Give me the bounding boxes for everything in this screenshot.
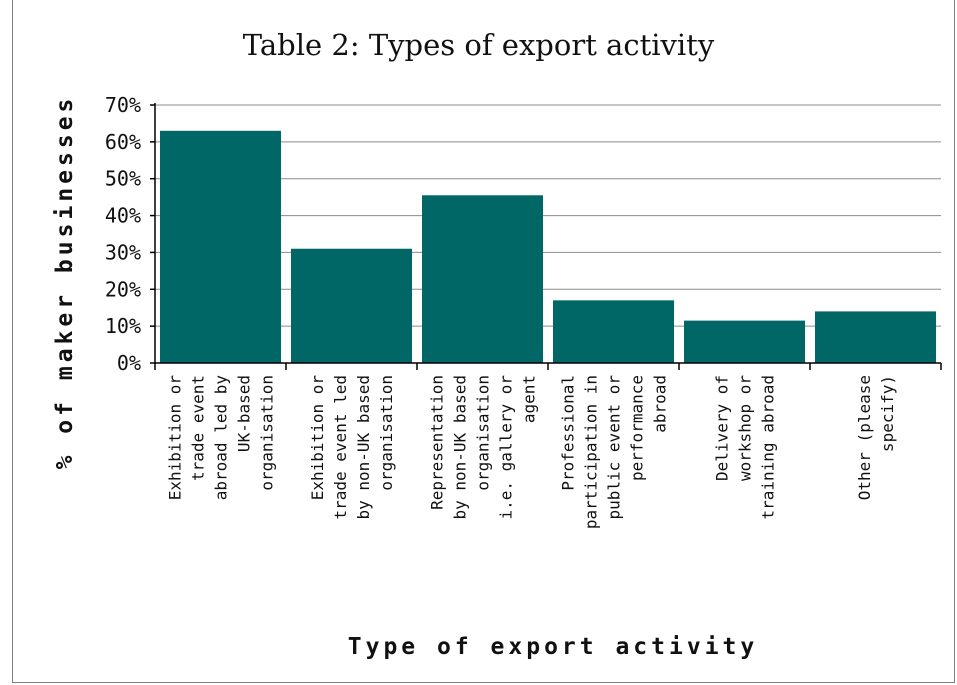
- y-tick-label: 10%: [105, 314, 141, 338]
- category-label-line: organisation: [377, 375, 396, 491]
- category-labels: Exhibition or trade event abroad led by UK-…: [166, 375, 898, 529]
- category-label-line: workshop or: [736, 375, 755, 481]
- category-label-line: training abroad: [759, 375, 778, 520]
- category-label-line: UK-based: [235, 375, 254, 452]
- y-tick-labels: 0% 10% 20% 30% 40% 50% 60% 70%: [105, 93, 141, 375]
- category-label-line: abroad led by: [212, 375, 231, 501]
- category-label-line: i.e. gallery or: [497, 375, 516, 520]
- category-label: Professional participation in public event…: [559, 375, 670, 529]
- category-label-line: trade event: [189, 375, 208, 481]
- y-tick-label: 20%: [105, 277, 141, 301]
- category-label: Delivery of workshop or training abroad: [713, 375, 778, 520]
- category-label-line: agent: [520, 375, 539, 423]
- bar: [160, 130, 281, 363]
- bar: [815, 311, 936, 363]
- category-label-line: abroad: [651, 375, 670, 433]
- y-tick-label: 30%: [105, 240, 141, 264]
- category-label-line: organisation: [474, 375, 493, 491]
- category-label-line: specify): [878, 375, 897, 452]
- category-label-line: Exhibition or: [166, 375, 185, 501]
- category-label-line: Delivery of: [713, 375, 732, 481]
- category-label-line: by non-UK based: [451, 375, 470, 520]
- bar: [553, 300, 674, 363]
- category-label: Other (please specify): [855, 375, 897, 500]
- category-label-line: performance: [628, 375, 647, 481]
- category-label-line: Exhibition or: [308, 375, 327, 501]
- y-tick-label: 70%: [105, 93, 141, 117]
- category-label-line: Other (please: [855, 375, 874, 500]
- category-label-line: trade event led: [331, 375, 350, 520]
- category-label-line: public event or: [605, 375, 624, 520]
- category-label: Exhibition or trade event abroad led by UK-…: [166, 375, 277, 501]
- category-label-line: by non-UK based: [354, 375, 373, 520]
- bars: [160, 130, 936, 363]
- category-label-line: Representation: [428, 375, 447, 510]
- axes: [150, 103, 942, 370]
- category-label: Exhibition or trade event led by non-UK ba…: [308, 375, 396, 520]
- bar: [684, 320, 805, 363]
- bar: [422, 195, 543, 363]
- chart-title: Table 2: Types of export activity: [242, 28, 715, 62]
- y-tick-label: 60%: [105, 130, 141, 154]
- category-label-line: participation in: [582, 375, 601, 529]
- category-label: Representation by non-UK based organisatio…: [428, 375, 539, 520]
- y-tick-label: 0%: [117, 351, 141, 375]
- y-tick-label: 50%: [105, 167, 141, 191]
- bar: [291, 248, 412, 363]
- y-axis-label: % of maker businesses: [52, 95, 78, 470]
- gridlines: [155, 104, 941, 327]
- category-label-line: Professional: [559, 375, 578, 491]
- category-label-line: organisation: [258, 375, 277, 491]
- x-axis-label: Type of export activity: [348, 634, 759, 660]
- y-tick-label: 40%: [105, 204, 141, 228]
